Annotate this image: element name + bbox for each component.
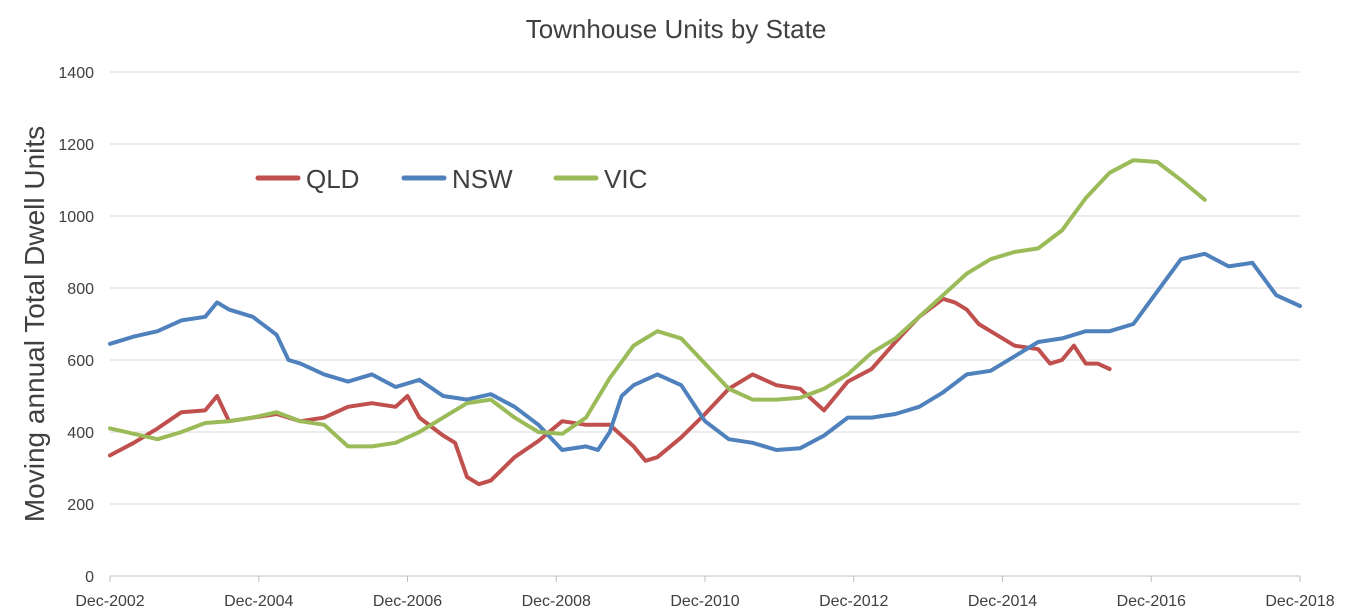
series-line-vic [108, 158, 1207, 449]
y-tick-1200: 1200 [58, 137, 94, 154]
x-tick-Dec-2014: Dec-2014 [968, 593, 1037, 610]
y-tick-1400: 1400 [58, 65, 94, 82]
series-layer [108, 158, 1302, 487]
x-tick-Dec-2008: Dec-2008 [522, 593, 591, 610]
x-tick-Dec-2004: Dec-2004 [224, 593, 293, 610]
legend-label-nsw: NSW [452, 164, 513, 194]
y-tick-0: 0 [85, 569, 94, 586]
x-tick-Dec-2002: Dec-2002 [75, 593, 144, 610]
x-tick-Dec-2016: Dec-2016 [1117, 593, 1186, 610]
grid-layer [110, 71, 1300, 577]
x-tick-Dec-2018: Dec-2018 [1265, 593, 1334, 610]
x-tick-Dec-2010: Dec-2010 [670, 593, 739, 610]
y-tick-600: 600 [67, 353, 94, 370]
x-tick-Dec-2012: Dec-2012 [819, 593, 888, 610]
x-tick-Dec-2006: Dec-2006 [373, 593, 442, 610]
y-tick-400: 400 [67, 425, 94, 442]
chart-title: Townhouse Units by State [526, 14, 827, 44]
series-line-nsw [108, 251, 1302, 452]
y-tick-labels: 0 200 400 600 800 1000 1200 1400 [58, 65, 94, 586]
x-tick-labels: Dec-2002 Dec-2004 Dec-2006 Dec-2008 Dec-2010… [75, 576, 1335, 610]
series-line-qld [108, 296, 1112, 487]
y-tick-800: 800 [67, 281, 94, 298]
legend-label-vic: VIC [604, 164, 647, 194]
y-tick-200: 200 [67, 497, 94, 514]
legend: QLD NSW VIC [255, 164, 647, 194]
y-tick-1000: 1000 [58, 209, 94, 226]
legend-label-qld: QLD [306, 164, 359, 194]
y-axis-label: Moving annual Total Dwell Units [19, 126, 50, 522]
